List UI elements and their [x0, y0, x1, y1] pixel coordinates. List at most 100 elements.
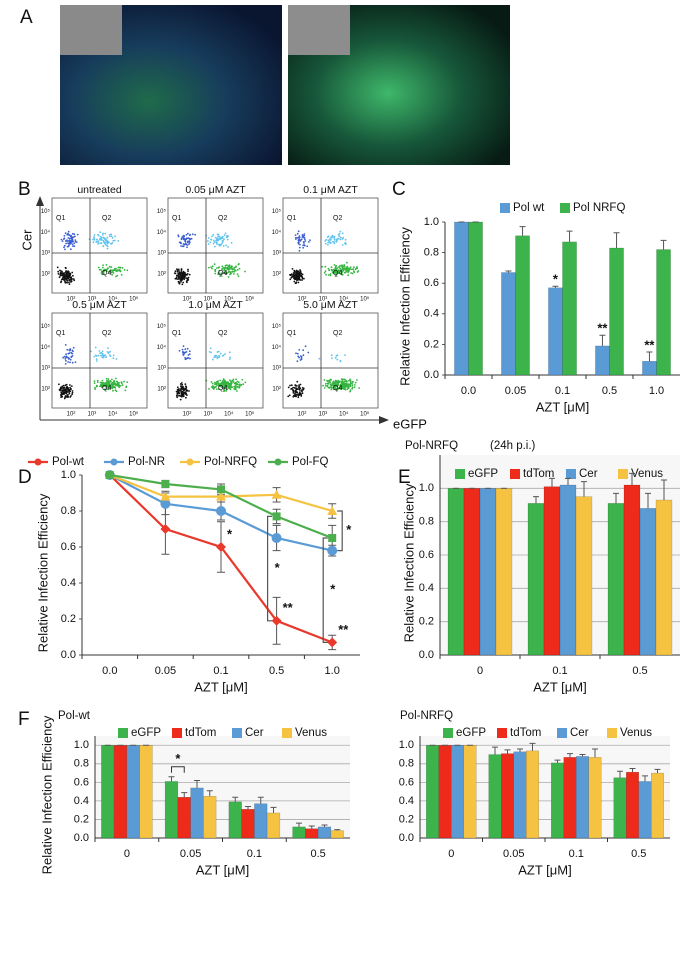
event-dot — [329, 381, 332, 384]
x-tick-label: 0.05 — [505, 385, 526, 397]
event-dot — [217, 235, 219, 238]
event-dot — [229, 384, 231, 386]
event-dot — [235, 388, 237, 390]
bar — [575, 496, 593, 656]
event-dot — [111, 236, 114, 239]
event-dot — [349, 379, 352, 382]
flow-tick-label: 10⁴ — [224, 296, 234, 303]
event-dot — [224, 353, 226, 355]
event-dot — [114, 239, 116, 242]
error-bar — [206, 790, 213, 797]
event-dot — [344, 354, 346, 356]
event-dot — [62, 278, 65, 281]
event-dot — [59, 272, 62, 275]
error-bar — [517, 748, 523, 752]
event-dot — [108, 235, 111, 238]
event-dot — [175, 276, 178, 279]
event-dot — [340, 273, 342, 275]
event-dot — [333, 238, 336, 240]
error-bar — [613, 232, 620, 249]
event-dot — [212, 233, 215, 236]
event-dot — [113, 269, 116, 272]
event-dot — [324, 240, 327, 242]
y-tick-label: 0.6 — [419, 549, 434, 561]
event-dot — [236, 385, 239, 388]
event-dot — [178, 270, 180, 272]
event-dot — [106, 388, 108, 391]
event-dot — [327, 274, 330, 276]
error-bar — [181, 792, 188, 798]
event-dot — [187, 241, 189, 244]
event-dot — [56, 266, 59, 269]
legend-label: Pol NRFQ — [573, 202, 625, 214]
event-dot — [297, 394, 300, 397]
event-dot — [118, 266, 121, 269]
event-dot — [105, 241, 108, 243]
event-dot — [68, 389, 70, 392]
event-dot — [183, 272, 185, 274]
event-dot — [328, 269, 330, 272]
event-dot — [357, 270, 360, 272]
event-dot — [299, 359, 302, 361]
event-dot — [342, 387, 345, 390]
event-dot — [299, 279, 302, 281]
event-dot — [331, 357, 333, 360]
event-dot — [117, 240, 120, 242]
event-dot — [68, 281, 70, 284]
event-dot — [100, 239, 103, 241]
event-dot — [190, 237, 193, 240]
bar — [655, 499, 673, 656]
event-dot — [181, 277, 184, 280]
event-dot — [178, 392, 181, 395]
event-dot — [67, 232, 69, 235]
event-dot — [223, 379, 226, 382]
x-tick-label: 0.05 — [503, 848, 524, 860]
event-dot — [115, 384, 118, 386]
event-dot — [96, 379, 99, 382]
y-tick-label: 1.0 — [61, 469, 76, 481]
event-dot — [228, 387, 231, 389]
event-dot — [303, 233, 306, 235]
event-dot — [211, 358, 214, 361]
event-dot — [208, 388, 210, 390]
event-dot — [334, 385, 337, 387]
event-dot — [186, 277, 189, 280]
event-dot — [185, 351, 188, 353]
bar — [447, 488, 465, 656]
bar — [190, 787, 204, 839]
event-dot — [295, 387, 297, 390]
flow-tick-label: 10³ — [41, 366, 50, 372]
quadrant-label: Q4 — [218, 270, 227, 277]
event-dot — [292, 395, 295, 398]
event-dot — [111, 242, 114, 244]
event-dot — [226, 382, 229, 384]
bar — [613, 777, 627, 839]
legend-swatch — [607, 728, 617, 738]
event-dot — [293, 270, 296, 273]
event-dot — [182, 351, 185, 354]
significance-label: * — [330, 582, 336, 597]
event-dot — [298, 384, 300, 387]
y-tick-label: 0.6 — [74, 776, 89, 788]
event-dot — [187, 270, 189, 272]
event-dot — [63, 275, 65, 277]
bar — [588, 757, 602, 839]
event-dot — [336, 239, 338, 242]
event-dot — [68, 349, 71, 352]
event-dot — [99, 381, 102, 384]
significance-label: * — [227, 526, 233, 541]
event-dot — [335, 354, 338, 357]
y-tick-label: 0.4 — [61, 577, 76, 589]
legend-swatch — [274, 458, 282, 466]
event-dot — [214, 386, 217, 389]
event-dot — [93, 234, 96, 236]
event-dot — [335, 383, 338, 386]
event-dot — [61, 240, 64, 243]
event-dot — [334, 268, 336, 271]
event-dot — [62, 389, 64, 392]
event-dot — [234, 381, 237, 384]
y-tick-label: 0.2 — [424, 338, 439, 350]
flow-plot: Q1 Q2 Q4 0.1 μM AZT 10² 10² 10³ 10³ 10⁴ 10⁴ 10⁵ 10⁵ — [272, 184, 379, 303]
event-dot — [300, 355, 303, 358]
significance-bracket — [322, 537, 328, 643]
